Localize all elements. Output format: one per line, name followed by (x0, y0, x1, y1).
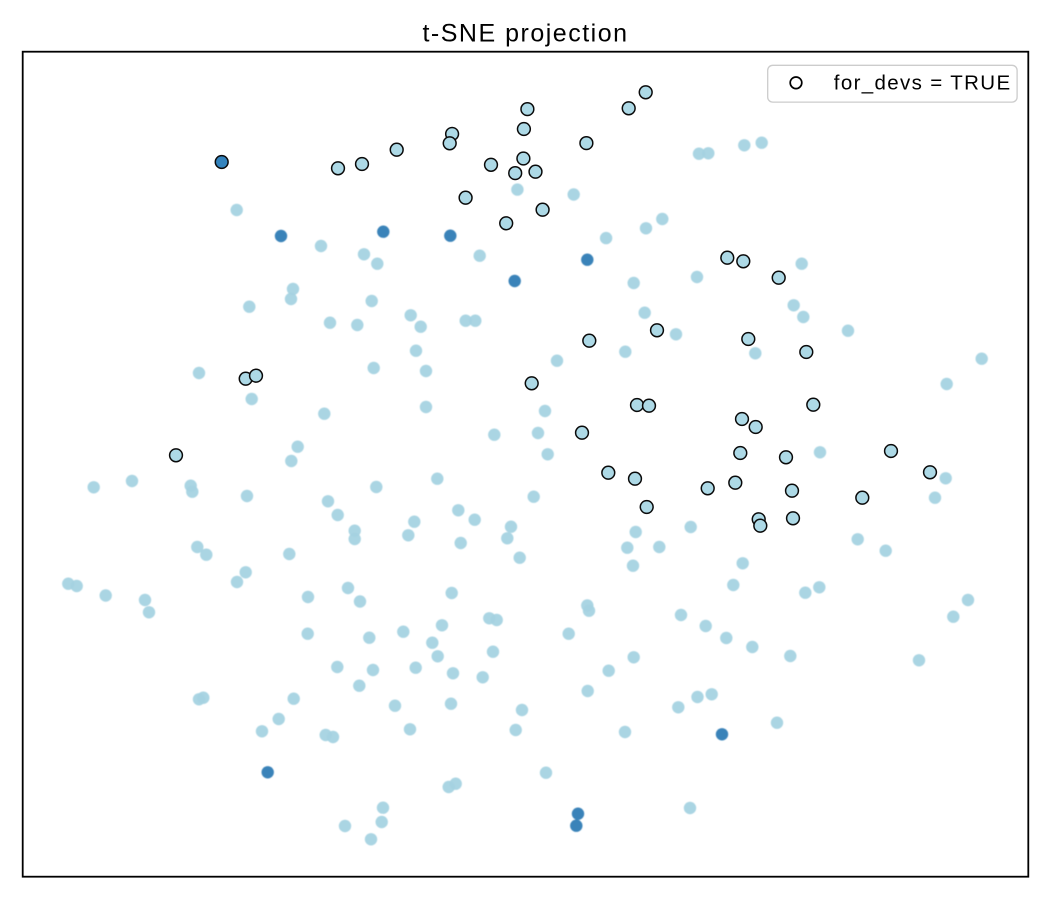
svg-text:t-SNE projection: t-SNE projection (422, 20, 628, 48)
svg-text:for_devs = TRUE: for_devs = TRUE (834, 72, 1012, 95)
